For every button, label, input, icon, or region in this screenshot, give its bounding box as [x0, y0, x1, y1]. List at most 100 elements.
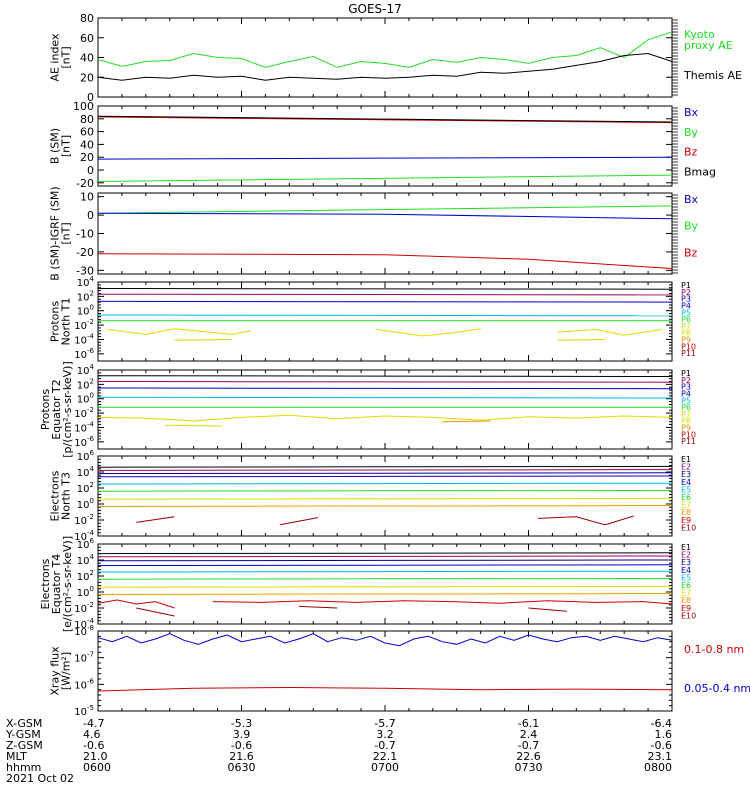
legend-entry: Kyoto [684, 28, 715, 41]
legend-entry: E3 [681, 470, 691, 479]
legend-entry: P3 [681, 383, 691, 392]
legend-entry: P1 [681, 281, 691, 290]
series-line [279, 517, 319, 526]
legend-entry: E1 [681, 543, 691, 552]
y-tick-label: 10-6 [74, 347, 94, 361]
y-tick-label: 104 [77, 275, 95, 289]
legend-entry: By [684, 220, 699, 233]
y-tick-label: 102 [77, 481, 94, 495]
x-axis-row-label: X-GSM [6, 717, 42, 730]
y-tick-label: -10 [76, 228, 94, 241]
x-axis-value: 23.1 [648, 750, 673, 763]
legend-entry: E8 [681, 596, 691, 605]
y-axis-label: [W/m²] [60, 652, 73, 690]
series-line [97, 381, 673, 383]
series-line [538, 515, 634, 526]
x-axis-value: -0.6 [651, 739, 672, 752]
legend-entry: E10 [681, 523, 696, 532]
legend-entry: P8 [681, 329, 691, 338]
legend-entry: Bmag [684, 166, 716, 179]
series-line [97, 387, 673, 390]
series-line [97, 293, 673, 296]
y-tick-label: 20 [80, 151, 94, 164]
legend-entry: P10 [681, 430, 696, 439]
legend-entry: E3 [681, 558, 691, 567]
x-axis-value: 3.9 [233, 728, 251, 741]
series-line [97, 555, 673, 558]
series-line [97, 115, 673, 123]
legend-entry: E8 [681, 508, 691, 517]
series-line [97, 593, 673, 595]
y-tick-label: 60 [80, 126, 94, 139]
y-tick-label: 102 [77, 289, 94, 303]
y-axis-label: B (SM)-IGRF (SM) [49, 186, 62, 280]
legend-entry: E2 [681, 551, 691, 560]
x-axis-value: 0800 [644, 761, 672, 774]
y-axis-label: AE index [49, 33, 62, 82]
legend-entry: E4 [681, 478, 691, 487]
series-line [97, 414, 673, 422]
y-tick-label: -30 [76, 264, 94, 277]
series-line [528, 607, 567, 612]
y-tick-label: 102 [77, 377, 94, 391]
y-tick-label: 10-6 [74, 435, 94, 449]
x-axis-value: -5.7 [374, 717, 395, 730]
legend-entry: E6 [681, 493, 691, 502]
x-axis-value: -0.7 [518, 739, 539, 752]
x-axis-value: 3.2 [376, 728, 394, 741]
series-line [97, 633, 673, 647]
panel-frame [97, 455, 673, 537]
y-tick-label: 20 [80, 71, 94, 84]
legend-entry: E10 [681, 611, 696, 620]
y-tick-label: 80 [80, 12, 94, 25]
y-axis-label: [nT] [60, 135, 73, 157]
y-tick-label: 104 [77, 465, 95, 479]
series-line [174, 339, 232, 341]
x-axis-table: X-GSM -4.7 -5.3 -5.7 -6.1 -6.4 Y-GSM 4.6 3.9 3.2 2… [5, 717, 672, 785]
legend-entry: proxy AE [684, 39, 733, 52]
y-axis-label: North T3 [60, 472, 73, 520]
series-line [136, 516, 175, 523]
legend-entry: P4 [681, 301, 691, 310]
legend-entry: Bz [684, 246, 698, 259]
y-tick-label: 80 [80, 113, 94, 126]
x-axis-value: 0630 [228, 761, 256, 774]
legend-entry: E9 [681, 516, 691, 525]
legend-entry: P5 [681, 308, 691, 317]
series-line [97, 469, 673, 471]
x-axis-value: -4.7 [83, 717, 104, 730]
series-line [97, 472, 673, 475]
legend-entry: E9 [681, 604, 691, 613]
y-tick-label: 102 [77, 569, 94, 583]
y-axis-label: Electrons [39, 558, 52, 609]
x-axis-value: -5.3 [231, 717, 252, 730]
y-axis-label: Protons [49, 301, 62, 342]
y-tick-label: 10-5 [74, 704, 94, 718]
y-axis-label: Electrons [49, 470, 62, 521]
y-tick-label: 104 [77, 363, 95, 377]
legend-entry: By [684, 126, 699, 139]
series-line [298, 605, 338, 609]
x-axis-value: 0730 [515, 761, 543, 774]
legend-entry: E7 [681, 501, 691, 510]
y-tick-label: -20 [76, 177, 94, 190]
series-line [97, 300, 673, 303]
y-axis-label: Equator T2 [50, 379, 63, 439]
series-line [97, 212, 673, 220]
y-tick-label: 10-8 [74, 624, 94, 638]
y-tick-label: 10-6 [74, 677, 94, 691]
series-line [97, 599, 175, 609]
y-tick-label: 40 [80, 138, 94, 151]
y-tick-label: 0 [87, 164, 94, 177]
x-axis-value: 21.0 [83, 750, 108, 763]
series-line [97, 585, 673, 588]
x-axis-value: 0600 [83, 761, 111, 774]
series-line [375, 328, 481, 337]
x-axis-value: -6.4 [651, 717, 672, 730]
y-tick-label: -20 [76, 246, 94, 259]
legend-entry: Bx [684, 106, 699, 119]
legend-entry: P6 [681, 315, 691, 324]
